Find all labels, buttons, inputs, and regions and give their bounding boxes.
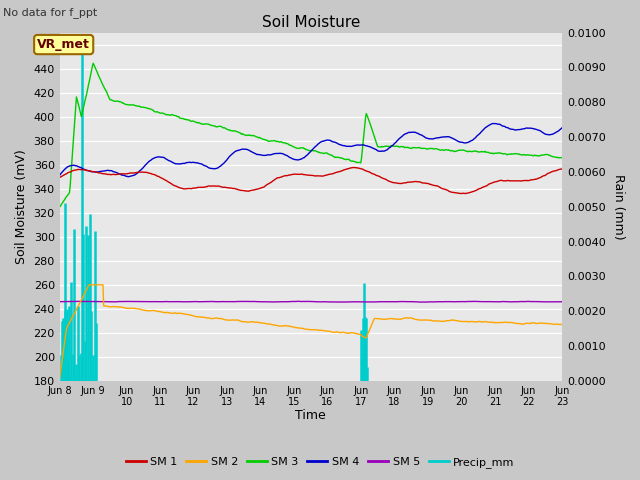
Y-axis label: Rain (mm): Rain (mm) [612,174,625,240]
Title: Soil Moisture: Soil Moisture [262,15,360,30]
Y-axis label: Soil Moisture (mV): Soil Moisture (mV) [15,149,28,264]
Text: VR_met: VR_met [37,38,90,51]
Text: No data for f_ppt: No data for f_ppt [3,7,97,18]
X-axis label: Time: Time [296,409,326,422]
Legend: SM 1, SM 2, SM 3, SM 4, SM 5, Precip_mm: SM 1, SM 2, SM 3, SM 4, SM 5, Precip_mm [121,452,519,472]
